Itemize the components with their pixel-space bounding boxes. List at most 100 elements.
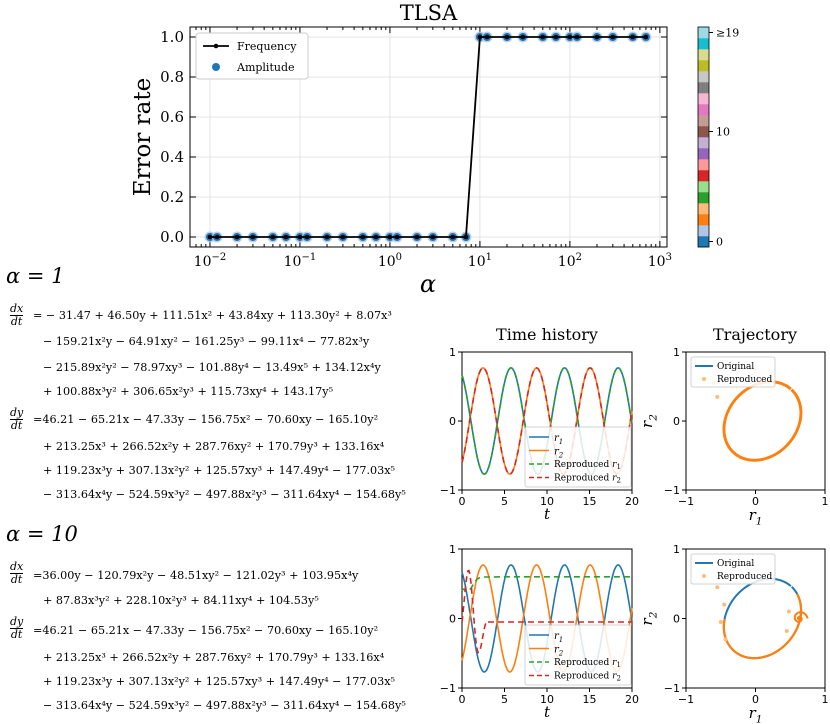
legend-box bbox=[690, 356, 776, 388]
frequency-point bbox=[270, 234, 276, 240]
colorbar-segment bbox=[698, 170, 709, 182]
y-tick-label: 0.0 bbox=[160, 228, 184, 246]
frequency-point bbox=[324, 234, 330, 240]
colorbar-segment bbox=[698, 203, 709, 215]
x-tick-label: 5 bbox=[501, 495, 508, 508]
time-history-title: Time history bbox=[496, 325, 598, 344]
frequency-point bbox=[414, 234, 420, 240]
legend-label: Reproduced bbox=[717, 572, 773, 582]
frequency-point bbox=[477, 34, 483, 40]
y-tick-label: 1 bbox=[673, 543, 680, 556]
reproduced-point bbox=[784, 629, 789, 634]
colorbar-segment bbox=[698, 104, 709, 116]
legend-label: Original bbox=[717, 559, 754, 569]
colorbar-segment bbox=[698, 93, 709, 105]
x-tick-label: 20 bbox=[625, 495, 639, 508]
colorbar-label: ≥19 bbox=[716, 27, 739, 40]
y-tick-label: 0.4 bbox=[160, 148, 184, 166]
frequency-point bbox=[594, 34, 600, 40]
alpha-10-label: α = 10 bbox=[6, 522, 78, 546]
equation-line: + 213.25x³ + 266.52x²y + 287.76xy² + 170… bbox=[43, 651, 385, 664]
frequency-point bbox=[340, 234, 346, 240]
legend-label: Reproduced r2 bbox=[554, 672, 621, 683]
frequency-point bbox=[360, 234, 366, 240]
frequency-point bbox=[540, 34, 546, 40]
legend-marker bbox=[702, 574, 706, 578]
x-axis-label: t bbox=[544, 505, 551, 523]
legend-label: r1 bbox=[554, 433, 563, 446]
reproduced-point bbox=[718, 619, 723, 624]
y-axis-label: r2 bbox=[638, 611, 660, 625]
colorbar-segment bbox=[698, 236, 709, 248]
equation-line: − 159.21x²y − 64.91xy² − 161.25y³ − 99.1… bbox=[43, 335, 370, 348]
colorbar-frame bbox=[697, 26, 710, 248]
x-tick-label: 20 bbox=[625, 693, 639, 706]
colorbar-segment bbox=[698, 159, 709, 171]
y-tick-label: 1 bbox=[673, 346, 680, 359]
reproduced-spiral bbox=[793, 611, 809, 623]
frequency-point bbox=[520, 34, 526, 40]
frequency-point bbox=[394, 234, 400, 240]
frequency-point bbox=[610, 34, 616, 40]
reproduced-orbit bbox=[722, 593, 803, 660]
frequency-point bbox=[450, 234, 456, 240]
x-tick-label: 103 bbox=[648, 252, 672, 270]
colorbar-label: 0 bbox=[716, 236, 723, 249]
equation-line: + 87.83x³y² + 228.10x²y³ + 84.11xy⁴ + 10… bbox=[43, 594, 319, 607]
frequency-point bbox=[484, 34, 490, 40]
legend-label: r2 bbox=[554, 447, 564, 460]
reproduced-point bbox=[722, 602, 727, 607]
frequency-point bbox=[250, 234, 256, 240]
equation-line: + 213.25x³ + 266.52x²y + 287.76xy² + 170… bbox=[43, 440, 385, 453]
colorbar-segment bbox=[698, 181, 709, 193]
y-tick-label: 1 bbox=[449, 346, 456, 359]
x-tick-label: 15 bbox=[583, 495, 597, 508]
y-tick-label: 1.0 bbox=[160, 28, 184, 46]
frequency-point bbox=[574, 34, 580, 40]
legend-label: Reproduced r2 bbox=[554, 474, 621, 485]
frequency-point bbox=[283, 234, 289, 240]
colorbar-segment bbox=[698, 214, 709, 226]
y-tick-label: 1 bbox=[449, 543, 456, 556]
series-reproduced-r1 bbox=[461, 576, 632, 593]
trajectory-title: Trajectory bbox=[713, 325, 797, 344]
alpha-1-label: α = 1 bbox=[6, 264, 65, 288]
frequency-point bbox=[567, 34, 573, 40]
reproduced-point bbox=[715, 585, 720, 590]
equation-line: + 119.23x³y + 307.13x²y² + 125.57xy³ + 1… bbox=[43, 675, 396, 688]
x-tick-label: 100 bbox=[378, 252, 402, 270]
legend-label: r1 bbox=[554, 631, 563, 644]
colorbar-segment bbox=[698, 148, 709, 160]
frequency-point bbox=[387, 234, 393, 240]
x-tick-label: −1 bbox=[678, 693, 694, 706]
x-tick-label: −1 bbox=[678, 495, 694, 508]
frequency-point bbox=[207, 234, 213, 240]
equation-line: =46.21 − 65.21x − 47.33y − 156.75x² − 70… bbox=[33, 624, 379, 637]
equation-line: + 100.88x³y² + 306.65x²y³ + 115.73xy⁴ + … bbox=[43, 385, 334, 398]
dy-dt-lhs: dy dt bbox=[10, 406, 24, 432]
reproduced-orbit bbox=[723, 381, 802, 461]
legend-box bbox=[524, 426, 632, 488]
legend-marker bbox=[702, 377, 706, 381]
x-tick-label: 101 bbox=[468, 252, 492, 270]
series-r2 bbox=[461, 564, 633, 673]
chart-title: TLSA bbox=[400, 1, 458, 25]
y-tick-label: 0 bbox=[673, 415, 680, 428]
y-axis-label: Error rate bbox=[130, 78, 156, 197]
y-axis-label: r2 bbox=[638, 414, 660, 428]
x-tick-label: 5 bbox=[501, 693, 508, 706]
legend-frequency-marker bbox=[213, 43, 219, 49]
frequency-point bbox=[430, 234, 436, 240]
x-tick-label: 15 bbox=[583, 693, 597, 706]
legend-label: Reproduced bbox=[717, 375, 773, 385]
legend-frequency-label: Frequency bbox=[237, 40, 297, 53]
x-tick-label: 10 bbox=[540, 495, 554, 508]
colorbar-segment bbox=[698, 71, 709, 83]
dx-dt-lhs: dx dt bbox=[10, 302, 24, 328]
colorbar-segment bbox=[698, 27, 709, 39]
equation-line: =46.21 − 65.21x − 47.33y − 156.75x² − 70… bbox=[33, 413, 379, 426]
y-tick-label: −1 bbox=[440, 484, 456, 497]
legend-label: Original bbox=[717, 362, 754, 372]
frequency-point bbox=[214, 234, 220, 240]
